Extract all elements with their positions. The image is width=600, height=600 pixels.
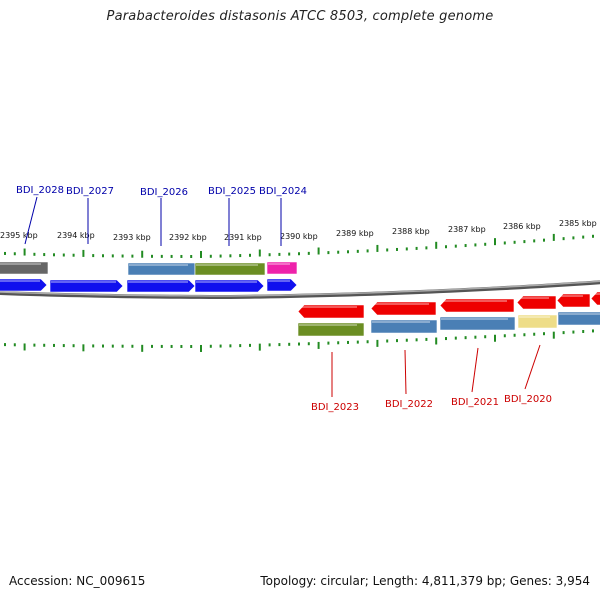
cog-block-bottom [557, 311, 600, 326]
accession-text: Accession: NC_009615 [9, 574, 146, 588]
scale-label: 2387 kbp [448, 225, 486, 234]
cog-block-top-shine [196, 264, 258, 266]
cog-block-top [266, 261, 298, 275]
cog-block-bottom-shine [372, 321, 430, 323]
forward-cds-arrow-shine [0, 280, 40, 282]
scale-label: 2386 kbp [503, 222, 541, 231]
scale-ticks [4, 233, 594, 352]
gene-label: BDI_2022 [385, 399, 433, 410]
gene-label: BDI_2025 [208, 186, 256, 197]
reverse-cds-arrow [439, 298, 515, 313]
cog-block-bottom-shine [441, 318, 508, 320]
forward-cds-arrow [266, 278, 298, 292]
reverse-cds-arrow-shine [372, 303, 429, 305]
gene-label: BDI_2026 [140, 187, 188, 198]
gene-label: BDI_2023 [311, 402, 359, 413]
gene-label: BDI_2028 [16, 185, 64, 196]
cog-block-bottom [297, 322, 365, 337]
backbone-highlight [0, 280, 600, 297]
scale-label: 2391 kbp [224, 233, 262, 242]
cog-block-bottom [517, 314, 558, 329]
reverse-cds-arrow [556, 293, 591, 308]
forward-cds-arrow [126, 279, 196, 293]
cog-block-bottom [370, 319, 438, 334]
cog-block-bottom [439, 316, 516, 331]
gene-labels: BDI_2028 BDI_2027 BDI_2026 BDI_2025 BDI_2024… [16, 185, 552, 413]
scale-label: 2390 kbp [280, 232, 318, 241]
scale-label: 2389 kbp [336, 229, 374, 238]
forward-cds-arrow-shine [128, 281, 188, 283]
reverse-cds-arrow [297, 304, 365, 319]
scale-labels: 2395 kbp 2394 kbp 2393 kbp 2392 kbp 2391 kbp… [0, 219, 597, 242]
cog-block-bottom-shine [299, 324, 357, 326]
gene-label: BDI_2027 [66, 186, 114, 197]
gene-leader-line [524, 344, 541, 390]
gene-leader-line [471, 347, 479, 393]
map-title: Parabacteroides distasonis ATCC 8503, co… [106, 9, 494, 24]
forward-cds-arrow [0, 278, 48, 292]
cog-block-top-shine [129, 264, 188, 266]
cog-block-top [194, 262, 266, 276]
scale-label: 2393 kbp [113, 233, 151, 242]
gene-leader-line [404, 349, 407, 395]
genome-summary-text: Topology: circular; Length: 4,811,379 bp… [260, 574, 590, 588]
gene-label: BDI_2024 [259, 186, 307, 197]
gene-label: BDI_2020 [504, 394, 552, 405]
reverse-cds-arrow-shine [592, 293, 600, 295]
reverse-cds-arrow-shine [441, 300, 507, 302]
cog-block-top-shine [268, 263, 290, 265]
gene-leader-line [24, 196, 38, 245]
reverse-cds-arrow-shine [518, 297, 549, 299]
forward-cds-arrow [194, 279, 265, 293]
reverse-cds-arrow [370, 301, 437, 316]
gene-tracks [0, 261, 600, 337]
cog-block-bottom-shine [559, 313, 600, 315]
scale-label: 2385 kbp [559, 219, 597, 228]
reverse-cds-arrow-shine [558, 295, 583, 297]
forward-cds-arrow [49, 279, 124, 293]
reverse-cds-arrow-shine [299, 306, 357, 308]
cog-block-top [0, 261, 49, 275]
forward-cds-arrow-shine [51, 281, 116, 283]
reverse-cds-arrow [590, 291, 600, 306]
scale-label: 2394 kbp [57, 231, 95, 240]
forward-cds-arrow-shine [268, 280, 290, 282]
cog-block-top-shine [0, 263, 41, 265]
genome-backbone [0, 280, 600, 300]
forward-cds-arrow-shine [196, 281, 257, 283]
scale-label: 2395 kbp [0, 231, 38, 240]
reverse-cds-arrow [516, 295, 557, 310]
backbone-arc [0, 280, 600, 300]
scale-label: 2392 kbp [169, 233, 207, 242]
gene-label: BDI_2021 [451, 397, 499, 408]
cog-block-bottom-shine [519, 316, 550, 318]
scale-label: 2388 kbp [392, 227, 430, 236]
